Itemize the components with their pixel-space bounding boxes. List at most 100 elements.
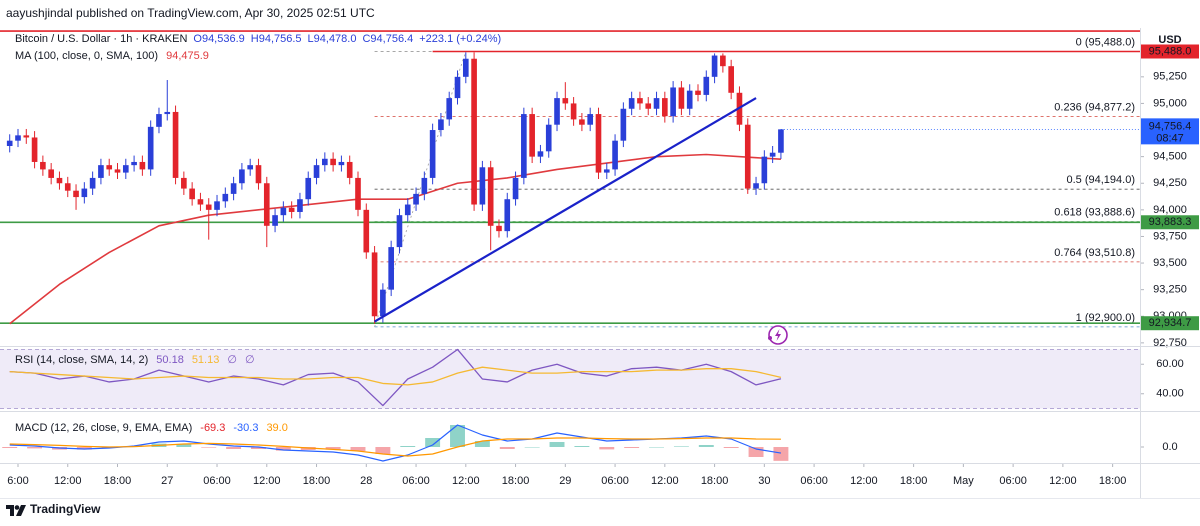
candle-body bbox=[753, 183, 759, 189]
candle-body bbox=[172, 111, 179, 178]
candle-body bbox=[487, 167, 494, 226]
candle-body bbox=[122, 165, 129, 173]
candle-body bbox=[628, 98, 635, 109]
candle-body bbox=[338, 161, 345, 166]
candle-body bbox=[454, 76, 461, 99]
candle-body bbox=[73, 190, 79, 198]
macd-histogram-bar bbox=[226, 447, 242, 449]
macd-line bbox=[9, 437, 781, 457]
fib-anchor bbox=[374, 51, 467, 328]
price-pane bbox=[0, 30, 1140, 325]
candle-body bbox=[106, 165, 113, 170]
candle-body bbox=[554, 98, 560, 125]
candle-body bbox=[512, 177, 519, 200]
candle-body bbox=[40, 161, 46, 170]
candle-body bbox=[31, 137, 38, 162]
candle-body bbox=[413, 193, 419, 205]
y-tick-label: 94,000 bbox=[1153, 204, 1187, 216]
x-tick-label: 06:00 bbox=[402, 475, 430, 487]
x-tick-label: 18:00 bbox=[303, 475, 331, 487]
candle-body bbox=[239, 169, 245, 184]
candle-body bbox=[131, 161, 137, 166]
rsi-extra: ∅ bbox=[245, 354, 255, 366]
last-price-label: 94,756.4 bbox=[1149, 120, 1192, 132]
trendline bbox=[374, 97, 757, 323]
level-tag bbox=[1141, 215, 1199, 230]
open-legend: O94,536.9 bbox=[193, 33, 244, 45]
x-tick-label: 06:00 bbox=[800, 475, 828, 487]
candle-body bbox=[612, 140, 618, 170]
candle-body bbox=[205, 204, 212, 210]
candle-body bbox=[678, 87, 685, 109]
candle-body bbox=[562, 98, 569, 104]
candle-body bbox=[421, 177, 428, 194]
x-tick-label: 06:00 bbox=[999, 475, 1027, 487]
symbol-legend: Bitcoin / U.S. Dollar · 1h · KRAKEN O94,5… bbox=[15, 33, 501, 45]
macd-histogram-bar bbox=[474, 441, 490, 447]
level-tag-label: 95,488.0 bbox=[1149, 45, 1192, 57]
level-tag bbox=[1141, 316, 1199, 331]
macd-histogram-bar bbox=[524, 447, 540, 448]
fib-label: 1 (92,900.0) bbox=[1076, 312, 1135, 324]
candle-body bbox=[438, 119, 444, 131]
rsi-tick-label: 60.00 bbox=[1156, 358, 1184, 370]
candle-body bbox=[305, 177, 312, 200]
candle-body bbox=[579, 119, 585, 125]
alert-icon[interactable] bbox=[768, 325, 788, 345]
candle-body bbox=[720, 55, 726, 67]
publisher-line: aayushjindal published on TradingView.co… bbox=[6, 6, 375, 20]
candle-body bbox=[529, 114, 535, 157]
candle-body bbox=[48, 169, 54, 178]
level-tag-label: 92,934.7 bbox=[1149, 317, 1192, 329]
macd-histogram-bar bbox=[673, 446, 689, 447]
candle-body bbox=[255, 165, 262, 184]
rsi-tick-label: 40.00 bbox=[1156, 388, 1184, 400]
y-tick-label: 93,750 bbox=[1153, 230, 1187, 242]
macd-histogram-bar bbox=[723, 447, 739, 448]
x-tick-label: 18:00 bbox=[104, 475, 132, 487]
candle-body bbox=[164, 111, 171, 115]
macd-histogram-bar bbox=[773, 447, 789, 461]
rsi-value: 50.18 bbox=[156, 354, 184, 366]
x-tick-label: 30 bbox=[758, 475, 770, 487]
candle-body bbox=[280, 207, 287, 216]
candle-body bbox=[695, 90, 701, 95]
candle-body bbox=[388, 247, 394, 290]
y-tick-label: 95,250 bbox=[1153, 71, 1187, 83]
change-legend: +223.1 (+0.24%) bbox=[419, 33, 501, 45]
x-tick-label: 06:00 bbox=[601, 475, 629, 487]
candle-body bbox=[645, 103, 652, 109]
fib-label: 0.764 (93,510.8) bbox=[1054, 247, 1135, 259]
macd-histogram-bar bbox=[251, 447, 266, 449]
candle-body bbox=[371, 252, 378, 317]
candle-body bbox=[189, 188, 195, 200]
candle-body bbox=[446, 98, 453, 120]
candle-body bbox=[322, 158, 328, 166]
candle-body bbox=[380, 289, 386, 317]
ma-legend: MA (100, close, 0, SMA, 100) 94,475.9 bbox=[15, 50, 209, 62]
x-tick-label: 12:00 bbox=[651, 475, 679, 487]
candle-body bbox=[711, 55, 718, 77]
rsi-band bbox=[0, 349, 1140, 409]
ma-value: 94,475.9 bbox=[166, 50, 209, 62]
candle-body bbox=[23, 135, 30, 138]
candle-body bbox=[462, 58, 469, 77]
candle-body bbox=[222, 193, 229, 202]
candle-body bbox=[15, 135, 21, 141]
candle-body bbox=[197, 199, 204, 205]
macd-histogram-bar bbox=[201, 447, 217, 448]
x-tick-label: 12:00 bbox=[253, 475, 281, 487]
fib-label: 0 (95,488.0) bbox=[1076, 36, 1135, 48]
x-tick-label: 18:00 bbox=[1099, 475, 1127, 487]
x-tick-label: 18:00 bbox=[502, 475, 530, 487]
macd-histogram-bar bbox=[176, 444, 192, 447]
candle-body bbox=[537, 151, 544, 157]
candle-body bbox=[147, 126, 154, 170]
candle-body bbox=[98, 165, 104, 178]
x-tick-label: 6:00 bbox=[7, 475, 28, 487]
macd-histogram-bar bbox=[2, 447, 18, 448]
candle-body bbox=[471, 58, 477, 205]
candle-body bbox=[81, 188, 88, 198]
last-price-tag bbox=[1141, 118, 1199, 145]
